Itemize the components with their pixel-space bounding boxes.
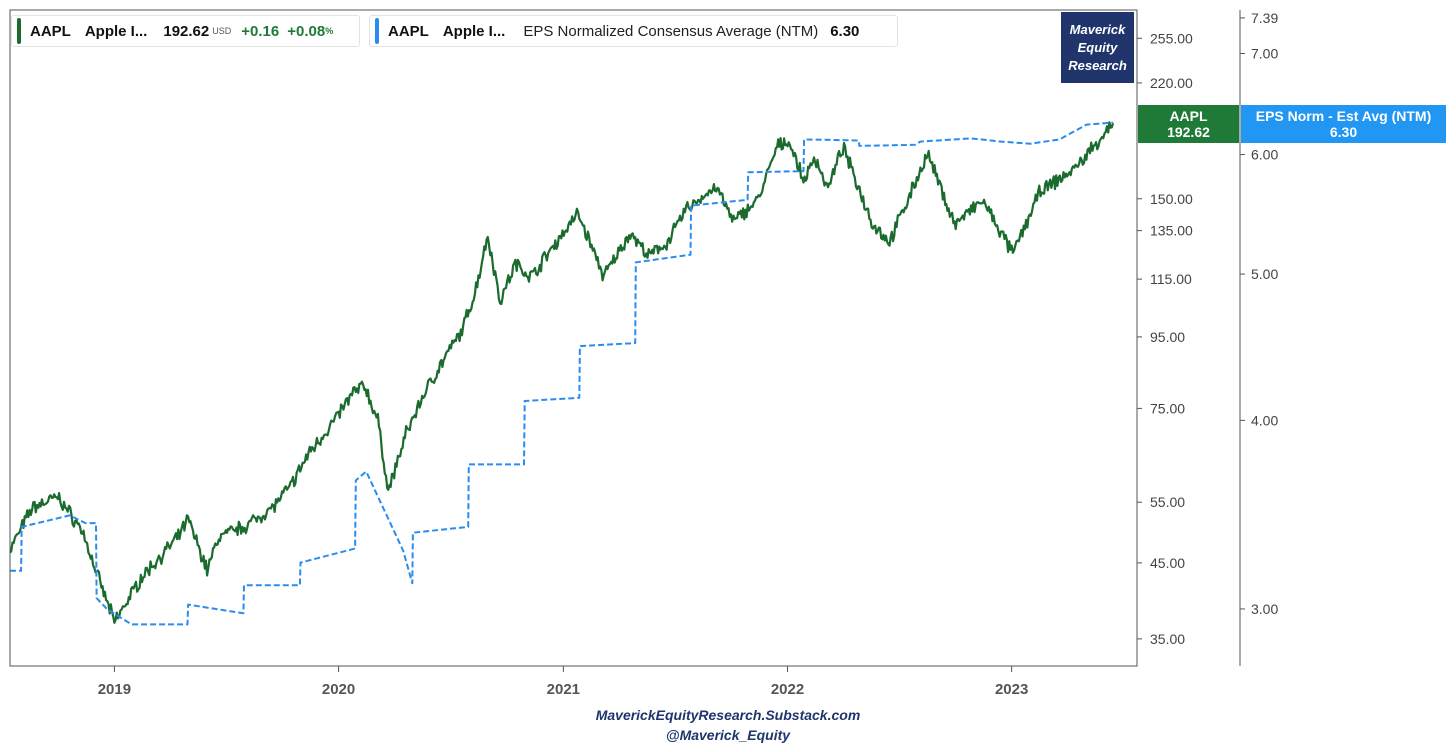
price-legend-change-pct: +0.08	[287, 22, 326, 40]
x-axis-tick-label: 2020	[322, 681, 355, 698]
brand-logo: Maverick Equity Research	[1061, 12, 1134, 83]
brand-line-1: Maverick	[1069, 21, 1126, 37]
eps-axis-tick-label: 5.00	[1251, 266, 1278, 282]
eps-axis-tick-label: 6.00	[1251, 147, 1278, 163]
footer-handle[interactable]: @Maverick_Equity	[665, 727, 791, 743]
eps-legend-name: Apple I...	[442, 22, 506, 40]
x-axis-tick-label: 2019	[98, 681, 131, 698]
price-axis-tick-label: 220.00	[1150, 75, 1193, 91]
eps-legend-description: EPS Normalized Consensus Average (NTM)	[523, 22, 819, 40]
eps-series-line	[10, 121, 1114, 626]
price-legend-currency: USD	[212, 26, 232, 36]
price-axis-tick-label: 55.00	[1150, 494, 1185, 510]
price-axis-tick-label: 95.00	[1150, 329, 1185, 345]
price-axis-tick-label: 75.00	[1150, 400, 1185, 416]
price-axis-tick-label: 115.00	[1150, 271, 1192, 287]
brand-line-2: Equity	[1077, 39, 1118, 55]
eps-axis-tick-label: 4.00	[1251, 412, 1278, 428]
price-tag-value: 192.62	[1167, 124, 1210, 140]
x-axis-tick-label: 2023	[995, 681, 1028, 698]
price-axis-tick-label: 35.00	[1150, 631, 1185, 647]
price-legend-color-icon	[17, 18, 21, 44]
eps-axis-tick-label: 7.00	[1251, 45, 1278, 61]
price-axis-tick-label: 45.00	[1150, 555, 1185, 571]
price-tag-ticker: AAPL	[1169, 108, 1208, 124]
footer-website[interactable]: MaverickEquityResearch.Substack.com	[595, 707, 861, 723]
x-axis-tick-label: 2022	[771, 681, 804, 698]
eps-tag-label: EPS Norm - Est Avg (NTM)	[1255, 108, 1432, 124]
price-series-line	[9, 121, 1115, 624]
eps-axis-tick-label: 7.39	[1251, 10, 1278, 26]
eps-legend-value: 6.30	[830, 22, 860, 40]
eps-tag-value: 6.30	[1329, 124, 1358, 140]
price-last-value-tag: AAPL 192.62	[1138, 105, 1239, 143]
eps-axis-tick-label: 3.00	[1251, 601, 1278, 617]
price-legend-ticker: AAPL	[30, 22, 71, 40]
price-legend-change: +0.16	[241, 22, 280, 40]
brand-line-3: Research	[1068, 57, 1127, 73]
price-axis-tick-label: 150.00	[1150, 191, 1193, 207]
price-legend[interactable]: AAPL Apple I... 192.62 USD +0.16 +0.08 %	[11, 15, 360, 47]
price-legend-value: 192.62	[163, 22, 210, 40]
plot-frame	[9, 9, 1138, 667]
price-axis-tick-label: 135.00	[1150, 223, 1193, 239]
price-axis-tick-label: 255.00	[1150, 30, 1193, 46]
eps-last-value-tag: EPS Norm - Est Avg (NTM) 6.30	[1241, 105, 1446, 143]
eps-legend[interactable]: AAPL Apple I... EPS Normalized Consensus…	[369, 15, 898, 47]
eps-legend-ticker: AAPL	[388, 22, 429, 40]
price-legend-name: Apple I...	[84, 22, 148, 40]
eps-legend-color-icon	[375, 18, 379, 44]
price-legend-pct-sign: %	[325, 26, 334, 36]
x-axis-tick-label: 2021	[547, 681, 580, 698]
